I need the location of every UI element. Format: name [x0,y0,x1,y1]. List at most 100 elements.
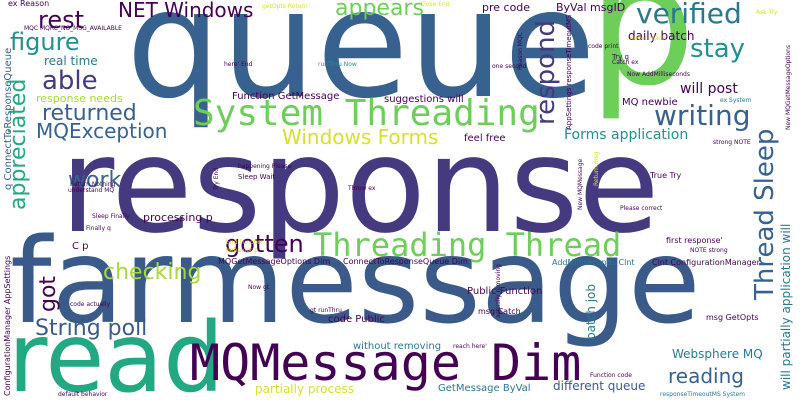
word-mqgetmessageoptions-dim: MQGetMessageOptions Dim [218,257,331,266]
word-got: got [36,275,61,312]
word-now-gt: Now gt [248,284,270,291]
word-actually-removing: actually removing [495,264,502,318]
word-response: response [60,109,660,263]
word-different-queue: different queue [553,379,646,393]
word-mqexception: MQException [36,119,168,143]
word-appsettings-rt: AppSettings responseTimeoutMS [565,14,573,130]
word-verified: verified [636,0,742,30]
word-system-threading: System Threading [193,93,540,134]
word-respond: respond [531,19,561,125]
word-mqmessage-dim: MQMessage Dim [190,334,582,392]
word-stay: stay [690,34,746,64]
word-reason-mqc: Reason MQC [517,32,524,70]
word-real-time: real time [44,54,98,68]
word-byval-msgid: ByVal msgID [556,1,626,14]
word-suggestions-will: suggestions will [384,94,464,105]
word-websphere: Websphere MQ [672,347,763,361]
word-getmessage-byval: GetMessage ByVal [438,383,531,394]
word-ex-system: ex System [720,97,752,104]
word-new-mqgmo: New MQGetMessageOptions [785,44,792,130]
word-throw-ex: Throw ex [348,185,376,192]
word-behavior-p: behavior p [226,247,259,254]
word-will-post: will post [680,81,738,97]
word-read: read [8,302,225,400]
word-default-behavior: default behavior [58,391,108,398]
word-public-function: Public Function [467,286,543,297]
word-forms-application: Forms application [564,127,689,143]
word-net-windows: NET Windows [118,0,254,22]
word-note-strong: NOTE strong [690,247,728,254]
word-code-public: code Public [328,314,385,325]
word-returned: returned [42,101,137,126]
word-appears: appears [335,0,424,21]
word-farmessage: farmessage [10,212,701,350]
word-getopts-return: getOpts Return [262,3,308,10]
word-strong-note: strong NOTE [713,139,751,146]
word-catch-ex: Catch ex [612,59,639,66]
word-understand-mq: understand MQ [68,187,115,194]
word-without-removing: without removing [353,341,442,352]
word-code-print: code print [588,43,619,50]
word-response-needs: response needs [36,92,123,105]
word-ask-try: Ask Try [756,9,778,16]
word-addmilliseconds: AddMilliseconds Clnt [552,258,635,267]
word-return-msg: Return msg [593,151,600,186]
word-configuration-appsettings: ConfigurationManager AppSettings [3,255,12,396]
word-one-second: one second [492,63,527,70]
word-runthru-now: runThru Now [318,61,357,68]
word-msg-catch: msg Catch [478,307,521,316]
word-string-poll: String poll [35,316,148,341]
word-windows-forms: Windows Forms [282,125,439,149]
word-partially-process: partially process [255,382,354,396]
word-true-try: True Try [650,171,682,180]
word-first-response: first response' [666,236,723,245]
word-will-partially: will partially application will [779,223,793,390]
word-sleep-finally: Sleep Finally [92,213,130,220]
word-queue: queue [126,0,596,132]
word-writing: writing [654,99,751,132]
word-batch-job: batch job [584,284,598,340]
word-daily-batch: daily batch [628,29,695,43]
word-try-end: Try End [213,167,220,190]
word-please-correct: Please correct [620,205,663,212]
word-gt-runthru: gt runThru [310,307,342,314]
word-response-timeout: responseTimeoutMS System [660,391,746,398]
word-close-end: Close End [420,1,450,8]
word-msg-getopts: msg GetOpts [706,313,759,322]
word-feel-free: feel free [464,133,506,144]
word-thread-sleep: Thread Sleep [750,128,780,300]
word-return-nothing: Return Nothing [70,181,116,188]
word-function-getmessage: Function GetMessage [232,91,340,102]
word-try-q: Try q [612,53,629,61]
word-figure: figure [10,28,80,56]
word-connecttoresponsequeue-dim: ConnectToResponseQueue Dim [343,257,468,266]
word-new-mqmessage: New MQMessage [577,158,584,210]
word-c-p: C p [72,241,89,252]
word-reach-here: reach here' [453,343,487,350]
word-function-code: Function code [590,372,632,379]
word-sleep-wait: Sleep Wait [238,173,276,181]
word-clnt-config: Clnt ConfigurationManager [652,258,760,267]
word-checking: checking [103,260,202,285]
word-p: p [588,0,696,124]
word-q-connect: q ConnectToResponseQueue [3,47,14,190]
word-work: work [68,168,122,193]
word-now-addms: Now AddMilliseconds [627,71,690,78]
word-finally-q: Finally q [86,225,111,232]
word-rest: rest [38,6,85,34]
word-never-reach: never reach [630,35,666,42]
word-threading-thread: Threading Thread [313,226,622,264]
word-happening: happening Please [238,163,292,170]
word-reading: reading [668,364,744,388]
word-mqgmo: MQC MQRC_NO_MSG_AVAILABLE [24,25,122,32]
word-able: able [42,66,98,96]
word-code-actually: code actually [70,301,111,308]
word-mq-newbie: MQ newbie [622,97,678,108]
word-end-function: End Function [226,239,265,246]
word-pre-code: pre code [482,1,531,14]
word-here-end: here' End [224,61,253,68]
word-processing-p: processing p [143,211,213,224]
word-gotten: gotten [225,230,304,258]
word-ex-reason: ex Reason [8,0,50,8]
